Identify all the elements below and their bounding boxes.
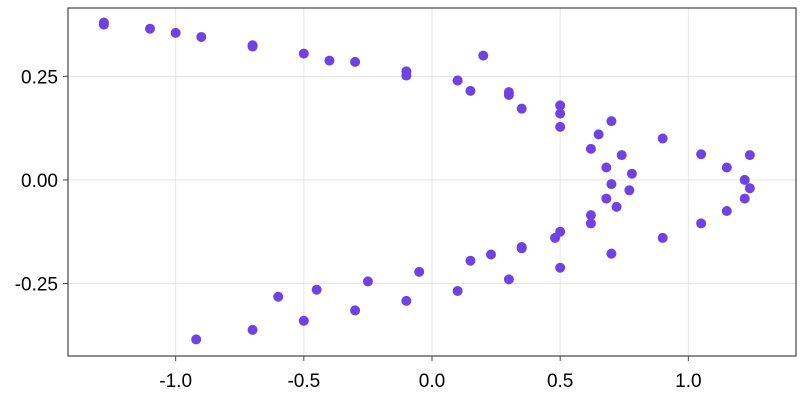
scatter-point xyxy=(616,150,627,161)
scatter-point xyxy=(401,295,412,306)
scatter-point xyxy=(273,291,284,302)
scatter-point xyxy=(721,162,732,173)
scatter-point xyxy=(145,23,156,34)
scatter-point xyxy=(606,179,617,190)
scatter-point xyxy=(196,32,207,42)
scatter-point xyxy=(191,334,202,345)
scatter-point xyxy=(626,168,637,179)
scatter-point xyxy=(324,55,335,66)
x-tick-label: 0.0 xyxy=(419,371,445,392)
scatter-point xyxy=(593,129,604,140)
scatter-point xyxy=(350,305,361,316)
y-axis-ticks: 0.25 0.00 -0.25 xyxy=(15,67,68,296)
scatter-point xyxy=(98,19,109,30)
scatter-point xyxy=(601,193,612,204)
scatter-point xyxy=(696,218,707,229)
scatter-point xyxy=(298,315,309,326)
scatter-point xyxy=(311,284,322,295)
scatter-point xyxy=(170,27,181,38)
y-tick-label: 0.25 xyxy=(21,67,58,88)
scatter-point xyxy=(555,100,566,111)
scatter-point xyxy=(555,108,566,119)
scatter-point xyxy=(657,232,668,243)
scatter-point xyxy=(624,185,635,196)
scatter-point xyxy=(516,103,527,114)
x-tick-label: -0.5 xyxy=(287,371,320,392)
x-tick-label: 0.5 xyxy=(547,371,573,392)
scatter-point xyxy=(516,243,527,254)
scatter-point xyxy=(247,41,258,52)
y-tick-label: 0.00 xyxy=(21,171,58,192)
scatter-point xyxy=(611,201,622,212)
scatter-point xyxy=(555,262,566,273)
scatter-points xyxy=(98,17,755,345)
scatter-point xyxy=(585,210,596,221)
scatter-point xyxy=(601,162,612,173)
scatter-point xyxy=(555,121,566,132)
scatter-point xyxy=(503,274,514,285)
scatter-point xyxy=(362,276,373,287)
scatter-point xyxy=(452,75,463,86)
scatter-point xyxy=(744,150,755,161)
scatter-point xyxy=(247,324,258,335)
scatter-point xyxy=(606,248,617,259)
scatter-point xyxy=(465,85,476,96)
scatter-point xyxy=(657,133,668,144)
scatter-point xyxy=(465,255,476,266)
scatter-point xyxy=(503,90,514,100)
scatter-point xyxy=(739,193,750,204)
scatter-point xyxy=(414,266,425,277)
scatter-point xyxy=(585,218,596,229)
scatter-point xyxy=(452,285,463,296)
scatter-point xyxy=(606,116,617,127)
scatter-point xyxy=(485,249,496,260)
scatter-point xyxy=(401,70,412,81)
scatter-point xyxy=(739,174,750,185)
scatter-point xyxy=(478,50,489,61)
grid xyxy=(68,8,796,356)
scatter-point xyxy=(585,143,596,154)
scatter-point xyxy=(696,149,707,160)
scatter-point xyxy=(298,48,309,59)
x-tick-label: 1.0 xyxy=(675,371,701,392)
scatter-point xyxy=(721,206,732,216)
scatter-point xyxy=(350,56,361,67)
x-axis-ticks: -1.0 -0.5 0.0 0.5 1.0 xyxy=(159,356,702,392)
x-tick-label: -1.0 xyxy=(159,371,192,392)
y-tick-label: -0.25 xyxy=(15,275,58,296)
scatter-point xyxy=(744,183,755,194)
scatter-point xyxy=(550,232,561,243)
